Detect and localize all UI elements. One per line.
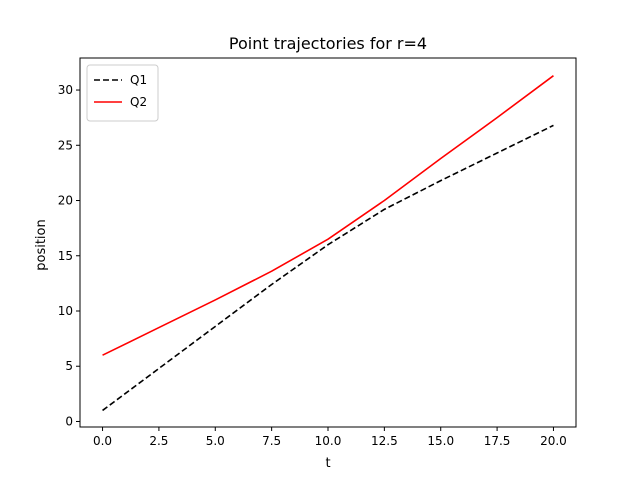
x-tick-label: 10.0 [315,434,342,448]
legend-label-q2: Q2 [130,95,147,109]
y-tick-label: 10 [58,304,73,318]
y-tick-label: 0 [65,414,73,428]
series-layer [102,75,554,412]
axes-layer: 0.0 2.5 5.0 7.5 10.0 12.5 15.0 17.5 20.0 0 5 10 15 20… [58,57,577,448]
legend-label-q1: Q1 [130,73,147,87]
y-tick-label: 30 [58,83,73,97]
x-tick-label: 2.5 [149,434,168,448]
x-tick-label: 0.0 [93,434,112,448]
x-tick-label: 20.0 [540,434,567,448]
y-axis-label: position [34,219,49,271]
y-tick-label: 5 [65,359,73,373]
y-tick-label: 15 [58,249,73,263]
legend-box [86,64,159,122]
x-tick-label: 5.0 [206,434,225,448]
x-tick-label: 12.5 [371,434,398,448]
x-tick-label: 7.5 [262,434,281,448]
y-tick-label: 25 [58,138,73,152]
legend: Q1 Q2 [86,64,159,122]
series-line-q1 [102,124,554,412]
x-axis-label: t [325,456,330,471]
x-tick-label: 17.5 [484,434,511,448]
y-tick-label: 20 [58,194,73,208]
series-line-q2 [102,75,554,356]
x-tick-label: 15.0 [427,434,454,448]
chart-title: Point trajectories for r=4 [229,34,427,53]
